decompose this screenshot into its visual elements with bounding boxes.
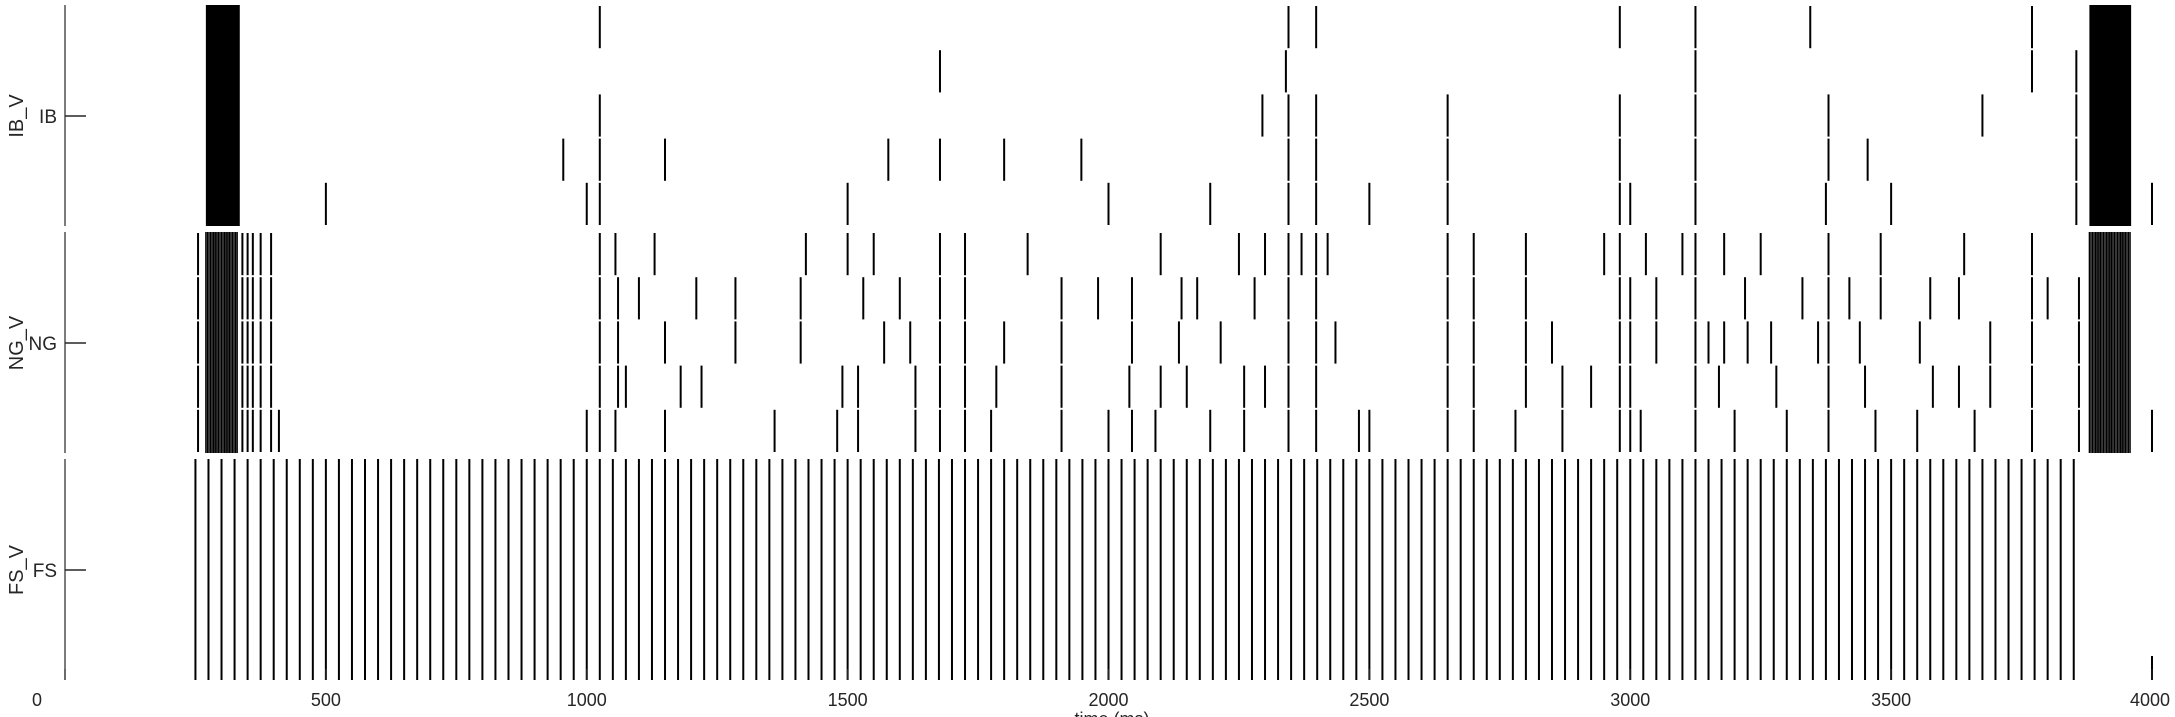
x-tick-label: 3500 bbox=[1871, 690, 1911, 710]
x-tick-group: 0 500 1000 1500 2000 2500 3000 3500 4000 bbox=[32, 669, 2170, 710]
burst-block bbox=[205, 5, 240, 226]
fs-y-tick-label: FS bbox=[33, 561, 57, 582]
ng-y-axis-label: NG_V bbox=[6, 315, 28, 370]
x-tick-label: 0 bbox=[32, 690, 42, 710]
ib-y-tick-label: IB bbox=[39, 107, 57, 128]
panel-ng: NG NG_V bbox=[6, 232, 2153, 453]
panel-fs: FS FS_V bbox=[6, 459, 2153, 680]
x-tick-label: 3000 bbox=[1610, 690, 1650, 710]
fs-spike-group bbox=[194, 459, 2153, 680]
x-tick-label: 2500 bbox=[1349, 690, 1389, 710]
x-tick-label: 1000 bbox=[567, 690, 607, 710]
burst-block bbox=[2089, 5, 2132, 226]
x-axis-label: time (ms) bbox=[1075, 709, 1150, 717]
x-axis: 0 500 1000 1500 2000 2500 3000 3500 4000 time (m… bbox=[32, 669, 2170, 717]
x-tick-label: 500 bbox=[311, 690, 341, 710]
ng-spike-group bbox=[197, 232, 2153, 453]
ng-y-tick-label: NG bbox=[29, 334, 58, 355]
ib-y-axis-label: IB_V bbox=[6, 94, 28, 138]
x-tick-label: 2000 bbox=[1088, 690, 1128, 710]
fs-y-axis-label: FS_V bbox=[6, 544, 28, 595]
x-tick-label: 4000 bbox=[2130, 690, 2170, 710]
ib-spike-group bbox=[205, 5, 2153, 226]
panel-ib: IB IB_V bbox=[6, 5, 2153, 226]
x-tick-label: 1500 bbox=[828, 690, 868, 710]
